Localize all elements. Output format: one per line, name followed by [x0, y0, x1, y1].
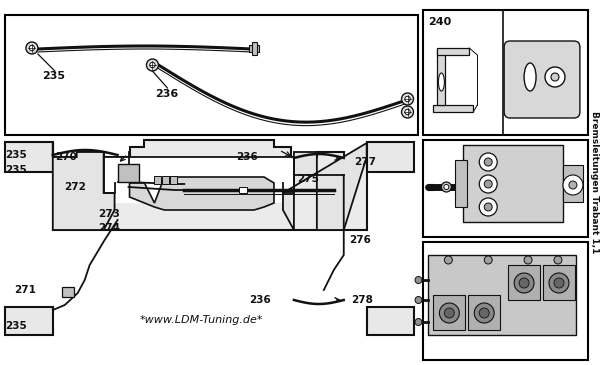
Circle shape [524, 256, 532, 264]
Circle shape [405, 109, 410, 115]
Circle shape [545, 67, 565, 87]
Text: 275: 275 [297, 174, 319, 184]
Circle shape [479, 153, 497, 171]
Text: 235: 235 [5, 165, 27, 175]
Circle shape [549, 273, 569, 293]
Text: 235: 235 [5, 150, 27, 160]
Circle shape [474, 303, 494, 323]
Bar [455, 160, 467, 207]
Text: 236: 236 [155, 89, 179, 99]
Circle shape [484, 180, 492, 188]
Text: 235: 235 [42, 71, 65, 81]
Polygon shape [53, 143, 115, 230]
Bar [5, 142, 53, 172]
Bar [437, 50, 445, 105]
Bar [154, 176, 161, 184]
Bar [437, 48, 469, 55]
Circle shape [554, 256, 562, 264]
Polygon shape [104, 157, 294, 203]
Circle shape [405, 96, 410, 102]
Text: 236: 236 [249, 295, 271, 305]
Text: 274: 274 [98, 223, 119, 233]
Text: 278: 278 [351, 295, 373, 305]
Bar [5, 15, 418, 135]
Circle shape [445, 256, 452, 264]
Bar [424, 10, 588, 135]
Circle shape [439, 303, 460, 323]
Circle shape [563, 175, 583, 195]
Polygon shape [53, 140, 367, 230]
Circle shape [519, 278, 529, 288]
Polygon shape [283, 143, 367, 230]
Circle shape [554, 278, 564, 288]
Circle shape [415, 296, 422, 304]
Circle shape [484, 256, 492, 264]
Circle shape [444, 184, 449, 189]
Ellipse shape [439, 73, 445, 91]
Circle shape [569, 181, 577, 189]
Text: 271: 271 [14, 285, 36, 295]
Bar [433, 295, 466, 330]
Text: 273: 273 [98, 209, 119, 219]
Bar [563, 165, 583, 202]
Text: 240: 240 [428, 17, 452, 27]
Circle shape [26, 42, 38, 54]
Polygon shape [130, 177, 274, 210]
Circle shape [29, 45, 35, 51]
Bar [367, 142, 415, 172]
Circle shape [150, 62, 155, 68]
Text: 236: 236 [236, 152, 258, 162]
Bar [5, 307, 53, 335]
Text: 235: 235 [5, 321, 27, 331]
Bar [239, 187, 247, 193]
Circle shape [415, 319, 422, 326]
Bar [543, 265, 575, 300]
Bar [508, 265, 540, 300]
Bar [62, 287, 74, 297]
Circle shape [551, 73, 559, 81]
Bar [367, 307, 415, 335]
Circle shape [442, 182, 451, 192]
Text: 276: 276 [349, 235, 371, 245]
Bar [118, 164, 139, 182]
Circle shape [445, 308, 454, 318]
Bar [428, 255, 576, 335]
Circle shape [415, 277, 422, 284]
Text: 270: 270 [55, 152, 77, 162]
Bar [163, 176, 169, 184]
Bar [468, 295, 500, 330]
Circle shape [514, 273, 534, 293]
Circle shape [484, 158, 492, 166]
FancyBboxPatch shape [504, 41, 580, 118]
Bar [424, 242, 588, 360]
Circle shape [479, 308, 489, 318]
Text: 272: 272 [64, 182, 86, 192]
Bar [463, 145, 563, 222]
Text: *www.LDM-Tuning.de*: *www.LDM-Tuning.de* [139, 315, 263, 325]
Bar [170, 176, 178, 184]
Bar [424, 140, 588, 237]
Circle shape [401, 106, 413, 118]
Bar [433, 105, 473, 112]
Ellipse shape [524, 63, 536, 91]
Circle shape [401, 93, 413, 105]
Bar [252, 42, 257, 55]
Circle shape [479, 175, 497, 193]
Bar [249, 45, 259, 52]
Circle shape [479, 198, 497, 216]
Text: Bremsleitungen Trabant 1,1: Bremsleitungen Trabant 1,1 [590, 111, 599, 253]
Text: 277: 277 [354, 157, 376, 167]
Circle shape [484, 203, 492, 211]
Circle shape [146, 59, 158, 71]
